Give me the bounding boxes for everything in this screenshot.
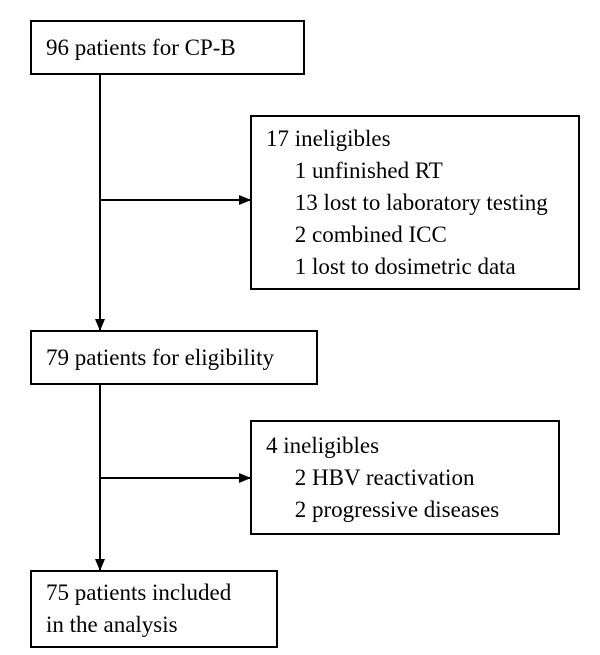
flowchart-arrows xyxy=(0,0,600,655)
box-inelig1-line-0: 17 ineligibles xyxy=(252,123,578,155)
box-inelig2-line-1: 2 HBV reactivation xyxy=(252,462,558,494)
box-inelig1: 17 ineligibles 1 unfinished RT 13 lost t… xyxy=(250,115,580,290)
box-elig-line-0: 79 patients for eligibility xyxy=(32,342,316,374)
box-inelig2-line-0: 4 ineligibles xyxy=(252,430,558,462)
box-inelig1-line-2: 13 lost to laboratory testing xyxy=(252,187,578,219)
box-inelig2: 4 ineligibles 2 HBV reactivation 2 progr… xyxy=(250,420,560,535)
box-inelig2-line-2: 2 progressive diseases xyxy=(252,494,558,526)
box-elig: 79 patients for eligibility xyxy=(30,330,318,385)
box-start: 96 patients for CP-B xyxy=(30,20,305,75)
box-final-line-0: 75 patients included xyxy=(32,577,276,609)
box-start-line-0: 96 patients for CP-B xyxy=(32,32,303,64)
box-inelig1-line-3: 2 combined ICC xyxy=(252,219,578,251)
box-final: 75 patients includedin the analysis xyxy=(30,570,278,648)
box-inelig1-line-4: 1 lost to dosimetric data xyxy=(252,251,578,283)
flowchart-canvas: 96 patients for CP-B 17 ineligibles 1 unf… xyxy=(0,0,600,655)
box-final-line-1: in the analysis xyxy=(32,609,276,641)
box-inelig1-line-1: 1 unfinished RT xyxy=(252,155,578,187)
